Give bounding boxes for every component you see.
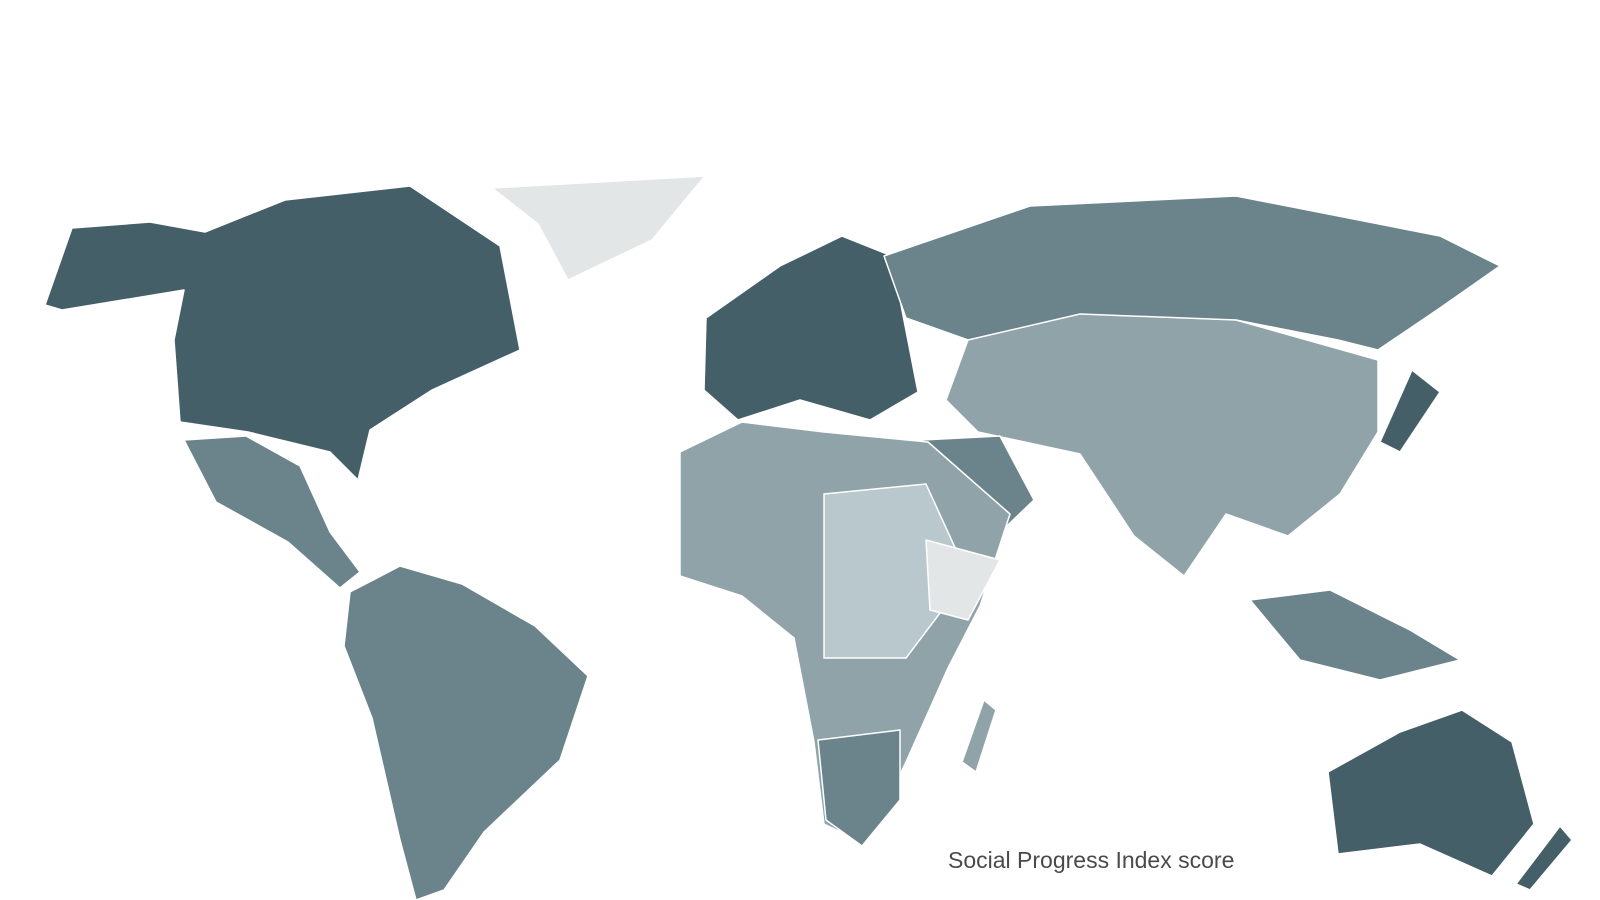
europe (703, 235, 919, 421)
east-africa (925, 539, 1001, 621)
japan (1379, 369, 1441, 453)
countries (44, 175, 1573, 900)
new-zealand (1515, 825, 1573, 891)
australia (1327, 709, 1535, 877)
north-america (44, 185, 521, 481)
southeast-asia-islands (1249, 589, 1461, 681)
madagascar (961, 699, 997, 773)
central-america (183, 435, 361, 589)
asia (945, 313, 1379, 577)
central-africa (823, 483, 969, 659)
southern-africa (817, 729, 901, 847)
legend-title: Social Progress Index score (948, 847, 1234, 873)
greenland (491, 175, 706, 281)
south-america (343, 565, 589, 900)
